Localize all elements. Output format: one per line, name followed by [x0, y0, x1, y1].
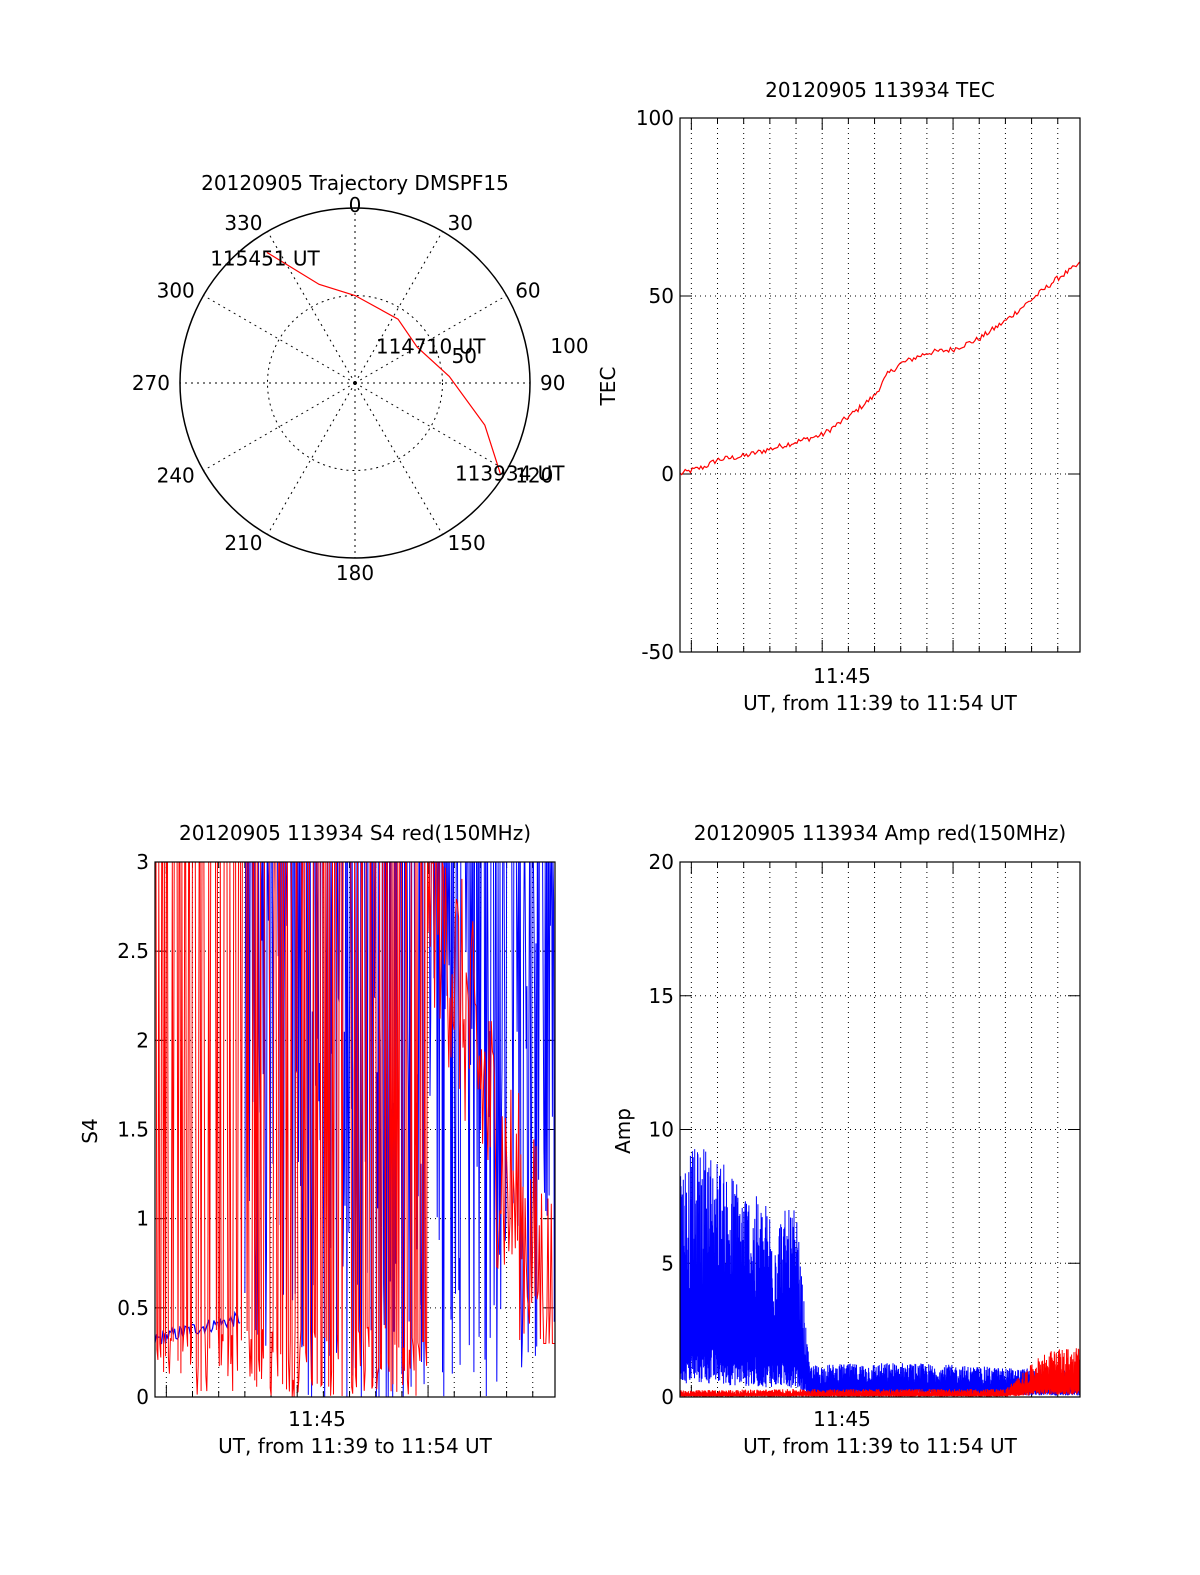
- s4-y-tick-label: 0.5: [117, 1296, 149, 1320]
- polar-title: 20120905 Trajectory DMSPF15: [201, 171, 509, 195]
- polar-angle-label: 30: [448, 211, 473, 235]
- polar-spoke: [267, 231, 356, 384]
- s4-chart: 20120905 113934 S4 red(150MHz) 0 0.5 1 1.5 2…: [78, 821, 556, 1458]
- s4-y-tick-label: 3: [136, 850, 149, 874]
- polar-grid: [179, 207, 531, 559]
- tec-y-tick-label: -50: [641, 640, 674, 664]
- polar-spoke: [354, 295, 507, 384]
- polar-annotation: 113934 UT: [455, 461, 565, 485]
- tec-ylabel: TEC: [596, 367, 620, 407]
- polar-trajectory-line: [266, 251, 502, 475]
- amp-red-series: [679, 1348, 1081, 1397]
- polar-inner-circle: [267, 295, 443, 471]
- polar-spoke: [354, 382, 443, 535]
- polar-spoke: [354, 231, 443, 384]
- tec-x-tick-label: 11:45: [813, 664, 871, 688]
- tec-xlabel: UT, from 11:39 to 11:54 UT: [743, 691, 1018, 715]
- polar-angle-label: 120: [515, 464, 553, 488]
- s4-frame: [154, 861, 556, 1398]
- amp-frame: [679, 861, 1081, 1398]
- tec-series-line: [679, 261, 1081, 476]
- polar-radius-labels: 50 100: [452, 334, 589, 368]
- tec-y-tick-label: 100: [636, 106, 674, 130]
- amp-blue-series: [679, 1149, 1081, 1396]
- s4-y-tick-label: 2: [136, 1028, 149, 1052]
- s4-xlabel: UT, from 11:39 to 11:54 UT: [218, 1434, 493, 1458]
- tec-y-tick-label: 50: [649, 284, 674, 308]
- s4-title: 20120905 113934 S4 red(150MHz): [179, 821, 531, 845]
- polar-angle-labels: 0 30 60 90 120 150 180 210 240 270 300 330: [132, 193, 566, 585]
- s4-x-tick-label: 11:45: [288, 1407, 346, 1431]
- amp-y-tick-label: 0: [661, 1385, 674, 1409]
- s4-red-series: [155, 860, 555, 1397]
- polar-angle-label: 270: [132, 371, 170, 395]
- polar-spoke: [203, 382, 356, 471]
- amp-y-tick-label: 15: [649, 984, 674, 1008]
- polar-angle-label: 90: [540, 371, 565, 395]
- polar-angle-label: 60: [515, 279, 540, 303]
- polar-radius-label: 100: [550, 334, 588, 358]
- polar-angle-label: 210: [224, 531, 262, 555]
- polar-angle-label: 180: [336, 561, 374, 585]
- tec-title: 20120905 113934 TEC: [765, 78, 995, 102]
- polar-radius-label: 50: [452, 344, 477, 368]
- amp-plot-area: 0 5 10 15 20: [649, 850, 1081, 1409]
- polar-spoke: [203, 295, 356, 384]
- polar-angle-label: 240: [157, 464, 195, 488]
- polar-angle-label: 0: [349, 193, 362, 217]
- tec-y-tick-label: 0: [661, 462, 674, 486]
- polar-chart: 20120905 Trajectory DMSPF15 0 30 60 90 120 15…: [132, 171, 589, 585]
- s4-y-tick-label: 2.5: [117, 939, 149, 963]
- polar-annotation: 114710 UT: [376, 334, 486, 358]
- s4-ylabel: S4: [78, 1118, 102, 1143]
- s4-y-tick-label: 0: [136, 1385, 149, 1409]
- s4-blue-series-low: [154, 1310, 241, 1345]
- amp-y-tick-label: 10: [649, 1118, 674, 1142]
- polar-spoke: [267, 382, 356, 535]
- polar-trajectory: [266, 251, 502, 475]
- s4-y-tick-label: 1: [136, 1207, 149, 1231]
- tec-plot-area: -50 0 50 100: [636, 106, 1081, 664]
- amp-chart: 20120905 113934 Amp red(150MHz) 0 5 10 15 20…: [611, 821, 1081, 1458]
- s4-plot-area: 0 0.5 1 1.5 2 2.5 3: [117, 850, 556, 1409]
- polar-angle-label: 150: [448, 531, 486, 555]
- amp-y-tick-label: 5: [661, 1251, 674, 1275]
- polar-spoke: [354, 382, 507, 471]
- polar-angle-label: 330: [224, 211, 262, 235]
- amp-ylabel: Amp: [611, 1108, 635, 1154]
- amp-title: 20120905 113934 Amp red(150MHz): [694, 821, 1066, 845]
- polar-annotation: 115451 UT: [210, 246, 320, 270]
- tec-chart: 20120905 113934 TEC -50 0 50 100 11:45 UT, …: [596, 78, 1081, 715]
- amp-x-tick-label: 11:45: [813, 1407, 871, 1431]
- amp-y-tick-label: 20: [649, 850, 674, 874]
- tec-frame: [679, 117, 1081, 653]
- amp-xlabel: UT, from 11:39 to 11:54 UT: [743, 1434, 1018, 1458]
- s4-y-tick-label: 1.5: [117, 1118, 149, 1142]
- polar-angle-label: 300: [157, 279, 195, 303]
- polar-annotations: 115451 UT 114710 UT 113934 UT: [210, 246, 565, 485]
